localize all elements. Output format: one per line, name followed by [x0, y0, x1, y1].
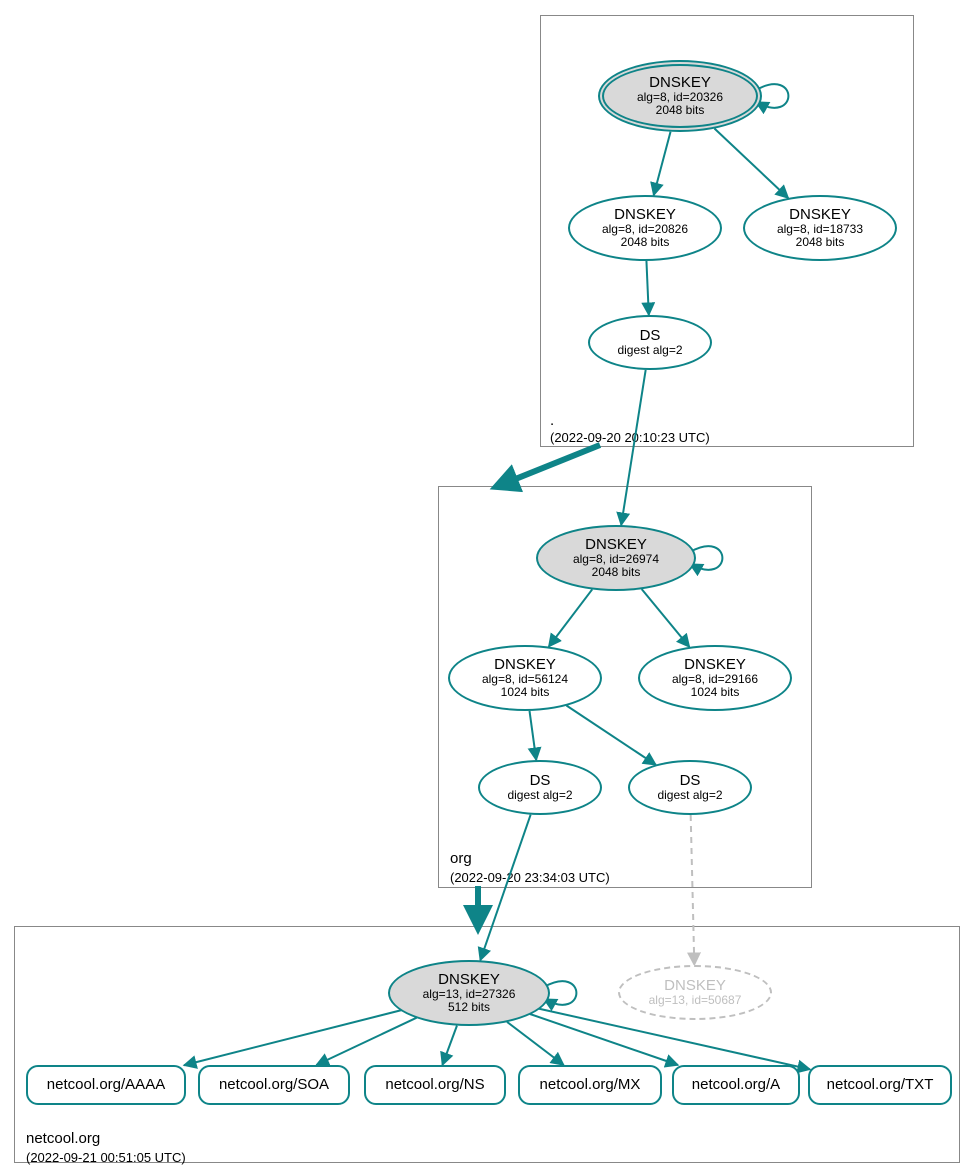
node-root_zsk2: DNSKEYalg=8, id=187332048 bits: [745, 195, 895, 261]
node-org_ksk: DNSKEYalg=8, id=269742048 bits: [538, 525, 694, 591]
node-nc_unknown: DNSKEYalg=13, id=50687: [620, 965, 770, 1020]
zone-org-timestamp: (2022-09-20 23:34:03 UTC): [450, 870, 610, 885]
node-title: DNSKEY: [494, 657, 556, 674]
zone-root-label: .: [550, 412, 554, 429]
node-root_ksk: DNSKEYalg=8, id=203262048 bits: [600, 60, 760, 132]
node-title: DNSKEY: [684, 657, 746, 674]
node-rr_aaaa: netcool.org/AAAA: [28, 1065, 184, 1105]
node-title: DS: [530, 773, 551, 790]
node-sub2: 2048 bits: [592, 566, 641, 579]
node-title: DNSKEY: [649, 75, 711, 92]
node-sub2: 512 bits: [448, 1001, 490, 1014]
node-rr_txt: netcool.org/TXT: [810, 1065, 950, 1105]
node-title: DS: [640, 328, 661, 345]
node-title: DS: [680, 773, 701, 790]
node-sub2: 1024 bits: [691, 686, 740, 699]
zone-netcool-label: netcool.org: [26, 1130, 100, 1147]
node-title: DNSKEY: [789, 207, 851, 224]
node-label: netcool.org/TXT: [827, 1077, 934, 1094]
node-org_ds2: DSdigest alg=2: [630, 760, 750, 815]
node-sub2: 2048 bits: [621, 236, 670, 249]
zone-root-timestamp: (2022-09-20 20:10:23 UTC): [550, 430, 710, 445]
node-rr_mx: netcool.org/MX: [520, 1065, 660, 1105]
node-org_zsk2: DNSKEYalg=8, id=291661024 bits: [640, 645, 790, 711]
node-rr_ns: netcool.org/NS: [366, 1065, 504, 1105]
node-title: DNSKEY: [585, 537, 647, 554]
node-rr_a: netcool.org/A: [674, 1065, 798, 1105]
zone-org-label: org: [450, 850, 472, 867]
node-label: netcool.org/A: [692, 1077, 780, 1094]
node-org_ds1: DSdigest alg=2: [480, 760, 600, 815]
node-sub2: 2048 bits: [656, 104, 705, 117]
node-title: DNSKEY: [664, 978, 726, 995]
node-org_zsk1: DNSKEYalg=8, id=561241024 bits: [450, 645, 600, 711]
node-root_ds: DSdigest alg=2: [590, 315, 710, 370]
node-nc_ksk: DNSKEYalg=13, id=27326512 bits: [390, 960, 548, 1026]
node-title: DNSKEY: [614, 207, 676, 224]
node-sub2: 2048 bits: [796, 236, 845, 249]
node-sub2: 1024 bits: [501, 686, 550, 699]
node-sub1: digest alg=2: [507, 789, 572, 802]
zone-netcool-timestamp: (2022-09-21 00:51:05 UTC): [26, 1150, 186, 1165]
node-sub1: digest alg=2: [657, 789, 722, 802]
node-label: netcool.org/SOA: [219, 1077, 329, 1094]
node-rr_soa: netcool.org/SOA: [200, 1065, 348, 1105]
node-sub1: alg=13, id=50687: [649, 994, 742, 1007]
node-label: netcool.org/MX: [540, 1077, 641, 1094]
node-label: netcool.org/AAAA: [47, 1077, 165, 1094]
node-root_zsk1: DNSKEYalg=8, id=208262048 bits: [570, 195, 720, 261]
node-title: DNSKEY: [438, 972, 500, 989]
node-sub1: digest alg=2: [617, 344, 682, 357]
node-label: netcool.org/NS: [385, 1077, 484, 1094]
